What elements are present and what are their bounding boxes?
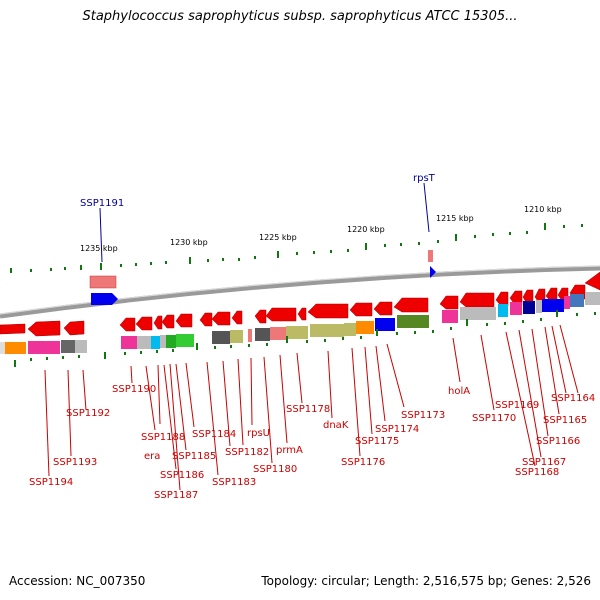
gene-label: SSP1187 — [154, 490, 198, 501]
gene-label: SSP1185 — [172, 451, 216, 462]
tick-row-top — [10, 223, 583, 273]
gene-label: SSP1170 — [472, 413, 516, 424]
gene-label: SSP1164 — [551, 393, 595, 404]
tick-row-bottom — [14, 310, 596, 367]
gene-label: dnaK — [323, 420, 349, 431]
scale-label: 1230 kbp — [170, 238, 208, 247]
gene-label: SSP1184 — [192, 429, 236, 440]
gene-label: prmA — [276, 445, 303, 456]
leader-lines — [44, 324, 579, 491]
forward-genes — [89, 250, 436, 305]
accession-text: Accession: NC_007350 — [9, 574, 146, 588]
gene-label: SSP1166 — [536, 436, 580, 447]
gene-label: SSP1192 — [66, 408, 110, 419]
scale-label: 1215 kbp — [436, 214, 474, 223]
reverse-gene-arrows — [0, 271, 600, 337]
scale-label: 1210 kbp — [524, 205, 562, 214]
scale-label: 1225 kbp — [259, 233, 297, 242]
genome-backbone — [0, 265, 600, 319]
gene-label: SSP1174 — [375, 424, 419, 435]
genome-summary-text: Topology: circular; Length: 2,516,575 bp… — [261, 574, 591, 588]
gene-label-top: rpsT — [413, 173, 436, 184]
gene-label: SSP1180 — [253, 464, 297, 475]
gene-label: SSP1183 — [212, 477, 256, 488]
map-title: Staphylococcus saprophyticus subsp. sapr… — [82, 9, 518, 24]
gene-label: SSP1178 — [286, 404, 330, 415]
gene-label: SSP1168 — [515, 467, 559, 478]
gene-label: SSP1176 — [341, 457, 385, 468]
gene-label: SSP1188 — [141, 432, 185, 443]
gene-label: rpsU — [247, 428, 270, 439]
gene-label: SSP1169 — [495, 400, 539, 411]
gene-label: SSP1173 — [401, 410, 445, 421]
gene-label: SSP1194 — [29, 477, 73, 488]
gene-label: SSP1193 — [53, 457, 97, 468]
gene-label: SSP1165 — [543, 415, 587, 426]
gene-label: SSP1182 — [225, 447, 269, 458]
scale-label: 1220 kbp — [347, 225, 385, 234]
gene-label: SSP1190 — [112, 384, 156, 395]
gene-labels: SSP1194 SSP1193 SSP1192 SSP1190 SSP1188 … — [29, 384, 595, 501]
gene-label: era — [144, 451, 160, 462]
gene-label-top: SSP1191 — [80, 198, 124, 209]
gene-label: SSP1167 — [522, 457, 566, 468]
gene-label: holA — [448, 386, 470, 397]
gene-label: SSP1186 — [160, 470, 204, 481]
scale-label: 1235 kbp — [80, 244, 118, 253]
cog-color-blocks — [0, 292, 600, 354]
gene-label: SSP1175 — [355, 436, 399, 447]
